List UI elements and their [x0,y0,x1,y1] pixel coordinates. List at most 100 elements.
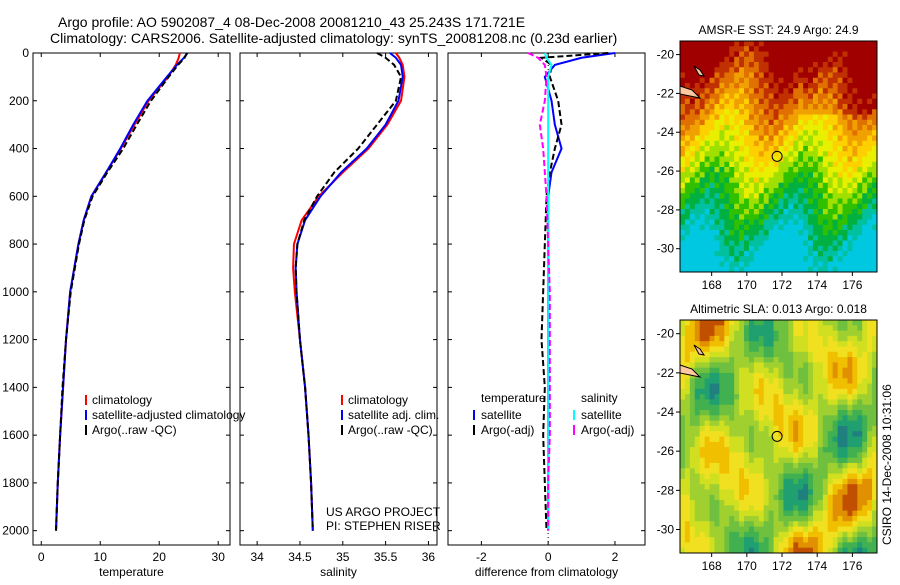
heatmap-cell [778,367,784,374]
heatmap-cell [714,146,720,152]
heatmap-cell [689,547,696,554]
heatmap-cell [783,462,789,469]
heatmap-cell [862,209,868,215]
heatmap-cell [798,320,804,326]
heatmap-cell [867,447,873,453]
heatmap-cell [847,494,853,501]
heatmap-cell [832,447,839,453]
heatmap-cell [748,230,755,236]
heatmap-cell [684,41,691,47]
heatmap-cell [724,172,730,178]
heatmap-cell [847,98,853,105]
heatmap-cell [852,135,858,142]
heatmap-cell [753,357,760,363]
heatmap-cell [817,351,824,358]
legend-group-title: temperature [481,391,546,405]
heatmap-cell [753,224,760,231]
heatmap-cell [709,146,715,152]
heatmap-cell [778,98,784,105]
heatmap-cell [822,515,829,522]
heatmap-cell [788,457,794,464]
heatmap-cell [847,167,853,173]
heatmap-cell [867,410,873,416]
map-y-tick-label: -28 [657,203,675,217]
heatmap-cell [709,526,715,533]
y-tick-label: 1800 [2,476,29,490]
heatmap-cell [803,441,809,448]
heatmap-cell [788,462,794,469]
heatmap-cell [837,484,844,490]
heatmap-cell [852,351,858,358]
heatmap-cell [704,41,711,47]
heatmap-cell [783,457,789,464]
heatmap-cell [753,114,760,121]
heatmap-cell [748,182,755,189]
heatmap-cell [832,521,839,528]
heatmap-cell [822,62,829,68]
heatmap-cell [822,362,829,369]
heatmap-cell [714,135,720,142]
heatmap-cell [832,484,839,490]
heatmap-cell [798,251,804,257]
heatmap-cell [734,420,740,427]
heatmap-cell [704,130,711,136]
heatmap-cell [729,378,735,385]
heatmap-cell [832,415,839,422]
legend-label: satellite adj. clim. [348,408,439,422]
heatmap-cell [763,104,770,110]
heatmap-cell [694,325,701,332]
heatmap-cell [832,346,839,353]
heatmap-cell [817,235,824,241]
heatmap-cell [778,251,784,257]
heatmap-cell [852,478,858,485]
heatmap-cell [680,357,686,363]
heatmap-cell [753,494,760,501]
heatmap-cell [748,209,755,215]
heatmap-cell [867,135,873,142]
heatmap-cell [822,230,829,236]
heatmap-cell [719,83,725,89]
heatmap-cell [773,425,779,432]
map-title: Altimetric SLA: 0.013 Argo: 0.018 [690,302,867,316]
heatmap-cell [744,394,750,400]
heatmap-cell [758,510,765,517]
heatmap-cell [803,56,809,63]
heatmap-cell [837,251,844,257]
heatmap-cell [694,256,701,262]
heatmap-cell [783,72,789,79]
heatmap-cell [704,457,711,464]
heatmap-cell [763,547,770,554]
heatmap-cell [763,441,770,448]
heatmap-cell [872,104,878,110]
heatmap-cell [837,77,844,84]
heatmap-cell [793,537,799,543]
heatmap-cell [709,330,715,337]
heatmap-cell [729,494,735,501]
heatmap-cell [827,251,834,257]
heatmap-cell [817,388,824,395]
heatmap-cell [872,357,878,363]
heatmap-cell [768,51,775,58]
heatmap-cell [857,46,863,52]
heatmap-cell [768,119,775,126]
heatmap-cell [753,410,760,416]
heatmap-cell [778,182,784,189]
heatmap-cell [788,378,794,385]
heatmap-cell [852,394,858,400]
heatmap-cell [817,394,824,400]
heatmap-cell [862,410,868,416]
heatmap-cell [719,88,725,94]
heatmap-cell [724,367,730,374]
heatmap-cell [704,198,711,205]
heatmap-cell [832,510,839,517]
heatmap-cell [714,140,720,147]
heatmap-cell [709,372,715,379]
heatmap-cell [872,468,878,475]
heatmap-cell [847,420,853,427]
heatmap-cell [832,203,839,210]
heatmap-cell [778,441,784,448]
heatmap-cell [783,130,789,136]
heatmap-cell [808,240,814,247]
heatmap-cell [699,51,706,58]
heatmap-cell [862,93,868,100]
